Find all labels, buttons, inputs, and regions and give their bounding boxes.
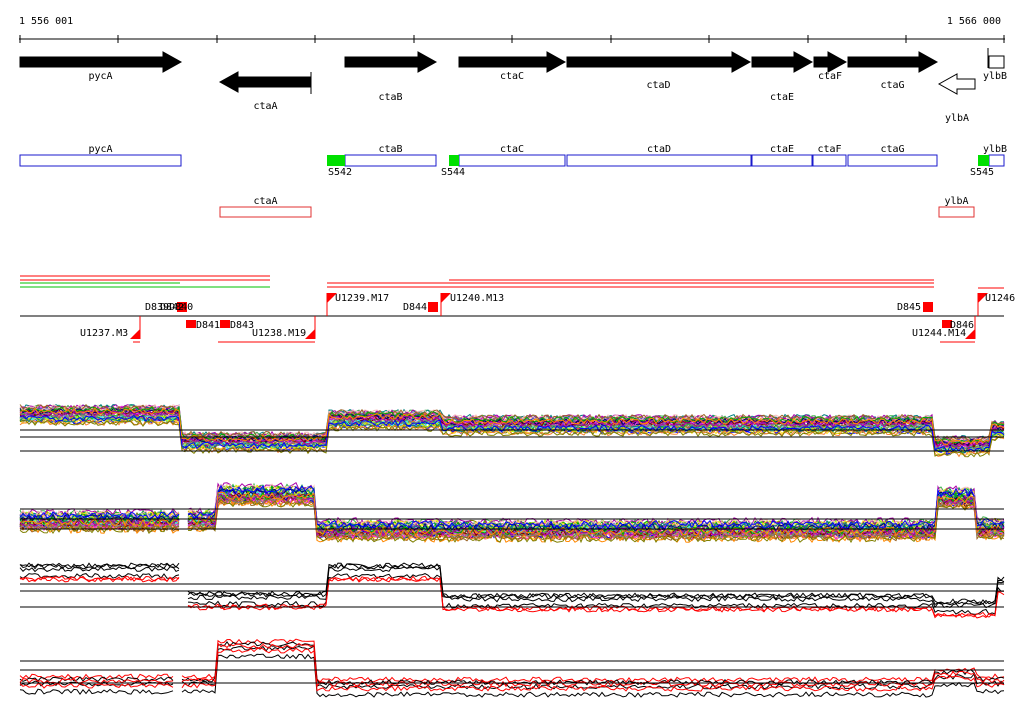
segment-label: U1238.M19 [252,328,306,339]
segment-label: D842 [160,302,184,313]
signal-line [19,642,1005,688]
antisense-box-label-ylbA: ylbA [944,196,968,207]
segment-label: U1239.M17 [335,293,389,304]
segment-label: D839D840 [145,302,193,313]
sense-box-ctaF [812,154,847,167]
gene-label-ctaB: ctaB [378,92,402,103]
sense-box-ctaB [344,154,437,167]
signal-line [19,418,1005,458]
gene-label-ylbA: ylbA [945,113,969,124]
gene-arrow-ctaC [458,51,567,73]
segment-start-flag [327,293,337,303]
gene-arrow-ctaD [566,51,752,73]
breakpoint-marker [942,320,952,328]
segment-start-flag [441,293,451,303]
gene-label-ylbB: ylbB [983,71,1007,82]
antisense-box-ctaA [219,206,312,218]
signal-line [19,407,1005,446]
sense-box-ylbB [988,154,1005,167]
sense-box-label-ylbB: ylbB [983,144,1007,155]
gene-arrow-ctaB [344,51,438,73]
sense-box-ctaG [847,154,938,167]
signal-line [19,565,1005,609]
gene-arrow-ctaA [218,71,312,93]
segment-end-flag [130,329,140,339]
signal-line [20,491,1005,537]
coordinate-start: 1 556 001 [19,16,73,27]
sense-box-label-pycA: pycA [88,144,112,155]
segment-label: D845 [897,302,921,313]
tiling-array-tracks [19,403,1005,698]
segment-label: U1246 [985,293,1015,304]
gene-label-ctaG: ctaG [880,80,904,91]
promoter-label-S545: S545 [970,167,994,178]
promoter-label-S544: S544 [441,167,465,178]
segment-label: D843 [230,320,254,331]
gene-arrow-ctaF [813,51,848,73]
segment-label: U1237.M3 [80,328,128,339]
sense-box-ctaC [458,154,566,167]
gene-label-pycA: pycA [88,71,112,82]
antisense-box-label-ctaA: ctaA [253,196,277,207]
promoter-S544 [449,155,459,166]
segment-end-flag [965,329,975,339]
signal-line [19,641,1005,686]
breakpoint-marker [186,320,196,328]
signal-line [19,481,1005,527]
signal-line [19,653,1005,698]
antisense-transcript-track: ctaA ylbA [219,196,975,218]
sense-box-label-ctaD: ctaD [647,144,671,155]
sense-transcript-track: pycA ctaB ctaC ctaD ctaE ctaF ctaG ylbB S542 S544… [19,144,1007,178]
gene-arrow-pycA [19,51,183,73]
gene-arrow-ctaG [847,51,939,73]
gene-label-ctaC: ctaC [500,71,524,82]
segment-label: D841 [196,320,220,331]
signal-line [19,562,1005,605]
antisense-box-ylbA [938,206,975,218]
segment-start-flag [978,293,988,303]
gene-label-ctaD: ctaD [646,80,670,91]
signal-line [19,410,1005,449]
signal-line [19,496,1005,541]
promoter-S545 [978,155,989,166]
gene-track: pycA ctaA ctaB ctaC ctaD ctaE ctaF ctaG ylbA ylbB [19,48,1007,124]
breakpoint-marker [177,302,187,312]
breakpoint-marker [428,302,438,312]
segment-label: U1240.M13 [450,293,504,304]
sense-box-label-ctaC: ctaC [500,144,524,155]
promoter-label-S542: S542 [328,167,352,178]
sense-box-label-ctaE: ctaE [770,144,794,155]
sense-box-ctaE [751,154,813,167]
segment-label: U1244.M14 [912,328,966,339]
signal-line [19,499,1005,544]
sense-box-label-ctaF: ctaF [817,144,841,155]
gene-arrow-ylbB [988,55,1005,69]
promoter-S542 [327,155,345,166]
sense-box-label-ctaB: ctaB [378,144,402,155]
signal-line [19,484,1005,530]
segment-label: D844 [403,302,427,313]
signal-line [19,647,1005,692]
signal-line [19,638,1005,683]
sense-box-label-ctaG: ctaG [880,144,904,155]
breakpoint-marker [923,302,933,312]
gene-arrow-ctaE [751,51,814,73]
sense-box-pycA [19,154,182,167]
sense-box-ctaD [566,154,752,167]
breakpoint-marker [220,320,230,328]
coordinate-ruler: 1 556 001 1 566 000 [19,16,1005,43]
signal-line [19,404,1005,443]
segment-end-flag [305,329,315,339]
gene-label-ctaE: ctaE [770,92,794,103]
gene-label-ctaA: ctaA [253,101,277,112]
signal-line [19,414,1005,454]
segment-label: D846 [950,320,974,331]
gene-arrow-ylbA [937,73,976,95]
coordinate-end: 1 566 000 [947,16,1001,27]
signal-line [19,576,1005,619]
gene-label-ctaF: ctaF [818,71,842,82]
